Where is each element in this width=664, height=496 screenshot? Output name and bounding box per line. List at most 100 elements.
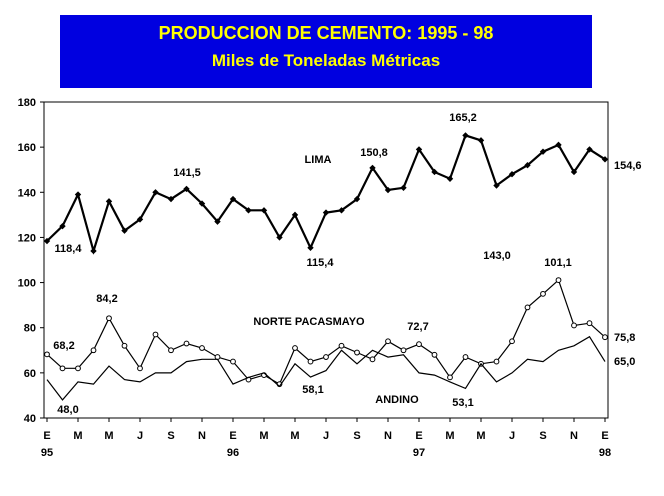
data-point [74,191,82,198]
y-tick-label: 80 [24,323,36,335]
data-point [121,342,128,349]
data-label: 115,4 [307,257,335,269]
data-label: 118,4 [55,243,83,255]
data-point [229,195,237,203]
x-tick-label: J [323,430,329,442]
data-point [555,141,562,149]
data-point [183,185,190,193]
data-point [137,365,143,372]
data-point [353,195,361,203]
data-point [167,195,175,203]
data-point [245,207,252,214]
data-label: 72,7 [407,321,428,333]
data-point [509,338,515,345]
data-point [214,218,221,225]
x-tick-label: E [229,430,236,442]
chart-subtitle: Miles de Toneladas Métricas [211,51,441,70]
data-point [385,338,391,345]
data-point [136,216,144,223]
x-tick-label: N [384,430,392,442]
data-point [199,345,205,351]
data-point [416,341,422,348]
data-point [323,354,329,360]
data-label: 165,2 [449,112,477,124]
x-tick-label: M [73,430,82,442]
y-tick-label: 140 [18,187,36,199]
data-point [446,175,454,182]
data-label: 143,0 [483,250,511,262]
series-line-1 [46,279,606,385]
data-point [43,237,51,245]
data-point [540,290,546,297]
data-label: 53,1 [452,397,473,409]
data-point [602,334,608,341]
data-point [508,171,516,178]
x-tick-label: J [137,430,143,442]
year-label: 97 [413,447,425,459]
y-tick-label: 160 [18,142,36,154]
x-tick-label: N [198,430,206,442]
data-point [44,351,50,358]
data-point [384,186,392,194]
data-label: 141,5 [173,167,201,179]
data-point [59,222,66,230]
data-point [601,156,609,163]
data-point [524,304,531,311]
data-point [276,234,283,241]
data-point [447,374,453,381]
data-point [462,132,469,139]
data-point [322,209,330,216]
data-point [106,315,112,322]
data-point [121,227,128,234]
data-point [400,347,407,354]
title-box: PRODUCCION DE CEMENTO: 1995 - 98 Miles d… [60,15,592,88]
data-label: 154,6 [614,160,642,172]
data-point [431,351,438,358]
data-label: 75,8 [614,332,635,344]
data-point [431,168,438,176]
data-point [307,358,314,365]
x-tick-label: M [445,430,454,442]
chart-title: PRODUCCION DE CEMENTO: 1995 - 98 [158,23,494,43]
data-point [152,189,159,196]
data-point [493,182,500,189]
data-point [168,347,174,354]
series-label-norte: NORTE PACASMAYO [253,316,365,328]
year-label: 96 [227,447,239,459]
data-point [230,358,236,365]
data-point [586,146,593,153]
x-tick-label: M [104,430,113,442]
data-point [586,320,593,327]
data-point [477,137,485,144]
x-tick-label: E [43,430,50,442]
year-label: 98 [599,447,611,459]
series-label-lima: LIMA [305,154,332,166]
y-tick-label: 180 [18,97,36,109]
data-point [198,200,206,207]
y-tick-label: 60 [24,368,36,380]
x-tick-label: E [415,430,422,442]
data-label: 150,8 [360,147,388,159]
data-label: 58,1 [302,384,323,396]
data-point [307,244,314,252]
x-tick-label: J [509,430,515,442]
data-point [493,358,500,365]
y-tick-label: 40 [24,413,36,425]
data-point [539,148,547,155]
x-tick-label: N [570,430,578,442]
data-point [260,207,268,214]
x-tick-label: M [476,430,485,442]
data-label: 84,2 [96,293,117,305]
data-point [152,331,159,338]
data-point [400,184,407,191]
data-point [338,342,345,349]
data-point [369,356,376,363]
year-label: 95 [41,447,53,459]
y-tick-label: 120 [18,232,36,244]
y-tick-label: 100 [18,278,36,290]
data-point [369,164,376,172]
series-line-0 [46,134,606,255]
data-point [59,365,66,372]
data-point [292,345,298,351]
